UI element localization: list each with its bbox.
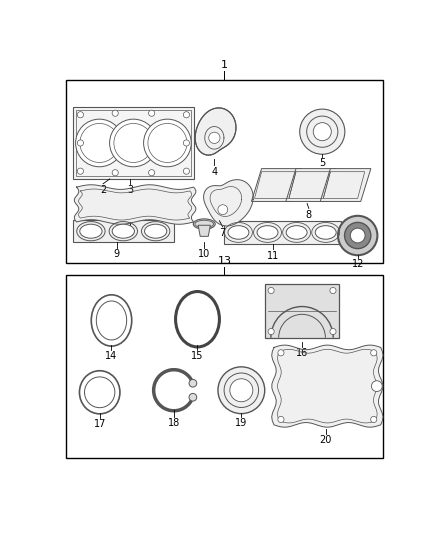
Ellipse shape — [112, 224, 134, 238]
Circle shape — [371, 350, 377, 356]
Ellipse shape — [257, 225, 278, 239]
Text: 6: 6 — [127, 228, 133, 238]
Circle shape — [350, 228, 365, 243]
Circle shape — [330, 328, 336, 335]
Circle shape — [224, 373, 258, 407]
Text: 12: 12 — [352, 259, 364, 269]
Circle shape — [76, 119, 123, 167]
Circle shape — [209, 132, 220, 143]
Circle shape — [371, 416, 377, 423]
Polygon shape — [272, 345, 383, 427]
Ellipse shape — [193, 219, 215, 229]
Text: 18: 18 — [168, 418, 180, 428]
Ellipse shape — [315, 225, 336, 239]
Circle shape — [313, 123, 331, 141]
Circle shape — [268, 287, 274, 294]
Text: 20: 20 — [319, 435, 332, 446]
Circle shape — [110, 119, 157, 167]
Circle shape — [230, 379, 253, 402]
Ellipse shape — [145, 224, 167, 238]
Circle shape — [345, 222, 371, 249]
Polygon shape — [251, 168, 302, 201]
Circle shape — [189, 393, 197, 401]
Polygon shape — [320, 168, 371, 201]
Text: 2: 2 — [100, 185, 106, 195]
Circle shape — [371, 381, 382, 392]
Polygon shape — [74, 185, 196, 224]
Text: 8: 8 — [306, 209, 312, 220]
Bar — [73, 220, 174, 243]
Circle shape — [189, 379, 197, 387]
Circle shape — [148, 169, 155, 176]
Circle shape — [148, 110, 155, 116]
Text: 3: 3 — [127, 185, 133, 195]
Polygon shape — [198, 225, 210, 236]
Circle shape — [300, 109, 345, 154]
Bar — [224, 221, 341, 244]
Circle shape — [278, 416, 284, 423]
Ellipse shape — [80, 224, 102, 238]
Circle shape — [338, 216, 378, 255]
Text: 17: 17 — [93, 419, 106, 429]
Circle shape — [268, 328, 274, 335]
Circle shape — [148, 124, 187, 163]
Bar — [66, 80, 383, 263]
Circle shape — [78, 168, 84, 174]
Circle shape — [184, 168, 190, 174]
Circle shape — [112, 110, 118, 116]
Polygon shape — [286, 168, 336, 201]
Text: 10: 10 — [198, 249, 210, 260]
Circle shape — [307, 116, 338, 147]
Text: 4: 4 — [211, 166, 217, 176]
Circle shape — [184, 140, 190, 146]
Circle shape — [218, 205, 228, 215]
Ellipse shape — [96, 301, 127, 340]
Circle shape — [144, 119, 191, 167]
Circle shape — [218, 367, 265, 414]
Polygon shape — [195, 108, 236, 155]
Text: 16: 16 — [296, 348, 308, 358]
Text: 13: 13 — [218, 256, 231, 266]
Text: 9: 9 — [113, 249, 120, 260]
Circle shape — [330, 287, 336, 294]
Ellipse shape — [228, 225, 249, 239]
Ellipse shape — [85, 377, 115, 408]
Polygon shape — [204, 180, 253, 226]
Circle shape — [112, 169, 118, 176]
Text: 7: 7 — [220, 228, 226, 238]
Ellipse shape — [286, 225, 307, 239]
Bar — [66, 276, 383, 458]
Circle shape — [78, 140, 84, 146]
Text: 5: 5 — [319, 158, 325, 168]
Bar — [76, 110, 191, 176]
Circle shape — [78, 112, 84, 118]
Text: 15: 15 — [191, 351, 204, 361]
Circle shape — [184, 112, 190, 118]
Bar — [73, 107, 194, 179]
Text: 14: 14 — [106, 351, 118, 361]
Circle shape — [278, 350, 284, 356]
Circle shape — [114, 124, 153, 163]
Text: 19: 19 — [235, 418, 247, 428]
Text: 1: 1 — [221, 60, 228, 70]
Bar — [224, 221, 341, 244]
Circle shape — [80, 124, 119, 163]
Bar — [73, 220, 174, 243]
Text: 11: 11 — [267, 251, 279, 261]
Bar — [265, 284, 339, 338]
